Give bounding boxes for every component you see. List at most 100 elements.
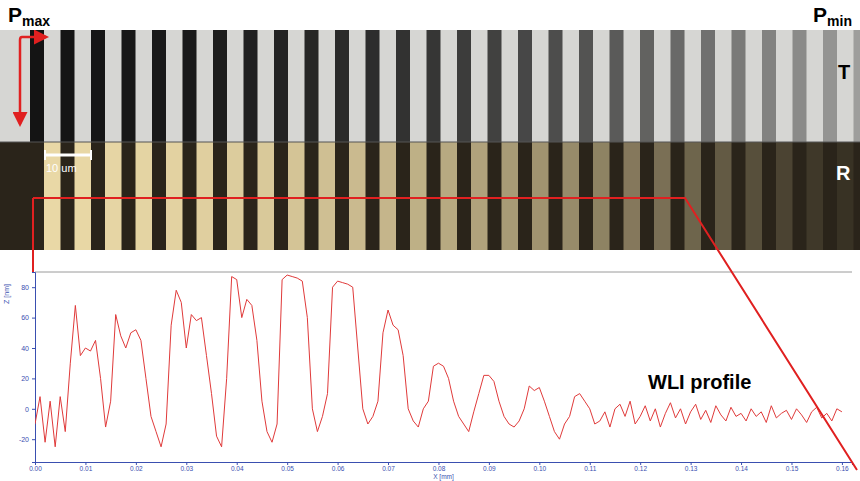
x-tick-label: 0.06: [332, 465, 345, 472]
bright-stripe: [715, 142, 732, 250]
x-tick-label: 0.13: [685, 465, 698, 472]
dark-stripe: [762, 30, 776, 142]
x-tick-label: 0.14: [735, 465, 748, 472]
dark-stripe: [549, 30, 563, 142]
x-tick-label: 0.05: [281, 465, 294, 472]
bright-stripe: [807, 142, 824, 250]
x-tick-label: 0.09: [483, 465, 496, 472]
y-tick: -20: [19, 436, 35, 443]
x-tick: 0.06: [332, 462, 345, 472]
bright-stripe: [197, 142, 214, 250]
dark-stripe: [183, 30, 197, 142]
plot-frame: [35, 272, 852, 273]
dark-stripe: [701, 30, 715, 142]
bright-stripe: [166, 142, 183, 250]
dark-stripe: [579, 30, 593, 142]
x-tick: 0.10: [533, 462, 546, 472]
x-tick-label: 0.08: [433, 465, 446, 472]
y-tick-mark: [32, 287, 35, 288]
x-tick: 0.07: [382, 462, 395, 472]
dark-stripe: [518, 30, 532, 142]
image-seam: [0, 142, 860, 143]
bright-stripe: [44, 142, 61, 250]
dark-stripe: [823, 30, 837, 142]
x-tick: 0.16: [836, 462, 849, 472]
dark-stripe: [671, 30, 685, 142]
y-tick-mark: [32, 378, 35, 379]
x-tick-label: 0.03: [180, 465, 193, 472]
annotation: WLI profile: [648, 371, 751, 393]
dark-stripe: [274, 30, 288, 142]
bright-stripe: [410, 142, 427, 250]
x-tick: 0.14: [735, 462, 748, 472]
y-tick-label: 0: [25, 406, 29, 413]
dark-stripe: [488, 30, 502, 142]
y-tick-label: 20: [21, 375, 29, 382]
x-tick-label: 0.04: [231, 465, 244, 472]
dark-stripe: [335, 30, 349, 142]
dark-stripe: [457, 30, 471, 142]
scale-bar: [45, 154, 91, 157]
x-tick-label: 0.00: [29, 465, 42, 472]
y-tick: 40: [21, 345, 35, 352]
dark-stripe: [640, 30, 654, 142]
dark-stripe: [396, 30, 410, 142]
bright-stripe: [746, 142, 763, 250]
bright-stripe: [532, 142, 549, 250]
bright-stripe: [227, 142, 244, 250]
x-tick: 0.11: [584, 462, 597, 472]
bright-stripe: [837, 142, 854, 250]
dark-stripe: [610, 30, 624, 142]
x-tick-label: 0.07: [382, 465, 395, 472]
bright-stripe: [776, 142, 793, 250]
y-tick-mark: [32, 409, 35, 410]
x-tick-label: 0.16: [836, 465, 849, 472]
x-tick: 0.02: [130, 462, 143, 472]
bright-stripe: [319, 142, 336, 250]
bright-stripe: [75, 142, 92, 250]
y-tick-label: 80: [21, 284, 29, 291]
scale-bar-end: [44, 150, 46, 160]
micrographs: [0, 30, 860, 250]
y-tick: 80: [21, 284, 35, 291]
x-tick: 0.05: [281, 462, 294, 472]
x-tick-label: 0.11: [584, 465, 597, 472]
bright-stripe: [136, 142, 153, 250]
dark-stripe: [61, 30, 75, 142]
x-tick: 0.15: [786, 462, 799, 472]
bright-stripe: [502, 142, 519, 250]
x-tick: 0.01: [80, 462, 93, 472]
dark-stripe: [854, 30, 860, 142]
panel-label: R: [836, 162, 851, 184]
dark-stripe: [152, 30, 166, 142]
x-tick-label: 0.15: [786, 465, 799, 472]
y-axis-line: [32, 273, 36, 463]
panel-label: T: [838, 61, 850, 83]
bright-stripe: [563, 142, 580, 250]
bright-stripe: [258, 142, 275, 250]
x-tick-label: 0.02: [130, 465, 143, 472]
y-tick: 60: [21, 314, 35, 321]
bright-stripe: [441, 142, 458, 250]
dark-stripe: [30, 30, 44, 142]
y-tick: 0: [25, 406, 35, 413]
profile-connector: [33, 198, 857, 470]
x-tick: 0.08: [433, 462, 446, 472]
x-axis-title: X [mm]: [433, 473, 454, 481]
bright-stripe: [654, 142, 671, 250]
y-tick-label: 60: [21, 314, 29, 321]
dark-stripe: [732, 30, 746, 142]
dark-stripe: [427, 30, 441, 142]
pressure-label: Pmin: [813, 3, 852, 29]
x-tick-label: 0.01: [80, 465, 93, 472]
y-tick-mark: [32, 348, 35, 349]
bright-stripe: [288, 142, 305, 250]
scale-bar-end: [90, 150, 92, 160]
y-axis: -20 0 20 40 60 80: [19, 273, 36, 463]
y-tick-mark: [32, 318, 35, 319]
y-tick: 20: [21, 375, 35, 382]
x-tick: 0.03: [180, 462, 193, 472]
bright-stripe: [593, 142, 610, 250]
x-tick: 0.09: [483, 462, 496, 472]
dark-stripe: [305, 30, 319, 142]
